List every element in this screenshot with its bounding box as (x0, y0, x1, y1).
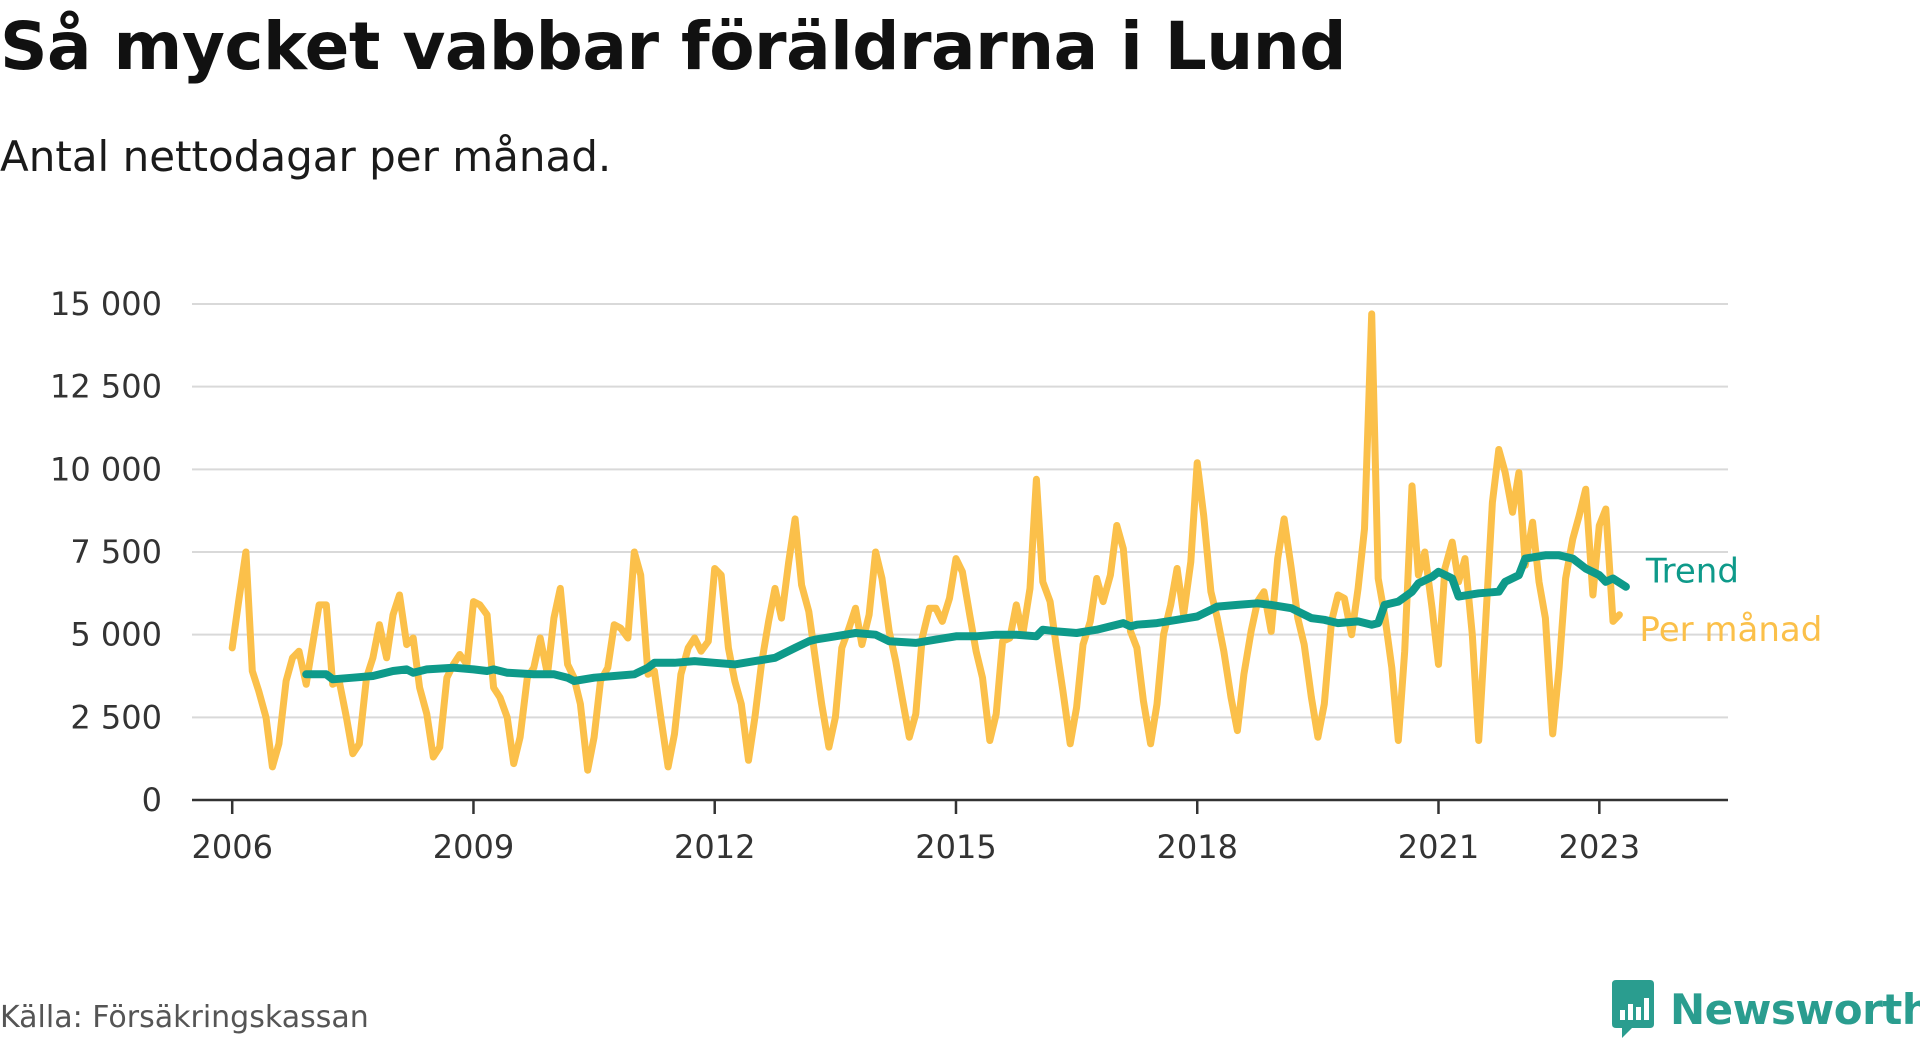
x-tick-label: 2012 (674, 828, 755, 866)
chart-subtitle: Antal nettodagar per månad. (0, 132, 612, 181)
newsworthy-logo-icon (1612, 980, 1654, 1038)
x-tick-label: 2021 (1398, 828, 1479, 866)
series-label-per-m-nad: Per månad (1639, 610, 1822, 650)
x-tick-label: 2023 (1559, 828, 1640, 866)
x-tick-label: 2018 (1157, 828, 1238, 866)
series-label-trend: Trend (1645, 552, 1739, 592)
y-tick-label: 7 500 (70, 533, 162, 571)
newsworthy-logo: Newsworthy (1610, 980, 1920, 1038)
series-line-trend (302, 551, 1630, 685)
source-note: Källa: Försäkringskassan (0, 1000, 369, 1035)
x-axis-ticks: 2006 2009 2012 2015 2018 2021 2023 (191, 800, 1640, 866)
y-tick-label: 5 000 (70, 616, 162, 654)
y-tick-label: 15 000 (50, 285, 162, 323)
y-tick-label: 12 500 (50, 368, 162, 406)
gridlines (192, 303, 1728, 719)
x-tick-label: 2009 (433, 828, 514, 866)
chart-title: Så mycket vabbar föräldrarna i Lund (0, 8, 1347, 85)
x-tick-label: 2015 (915, 828, 996, 866)
series-line-per-m-nad (228, 310, 1623, 774)
y-tick-label: 0 (142, 781, 162, 819)
series-labels: Per månad Trend (1639, 552, 1822, 650)
y-tick-label: 2 500 (70, 698, 162, 736)
y-tick-label: 10 000 (50, 450, 162, 488)
y-axis-tick-labels: 0 2 500 5 000 7 500 10 000 12 500 15 000 (50, 285, 162, 819)
x-tick-label: 2006 (191, 828, 272, 866)
newsworthy-logo-text: Newsworthy (1670, 984, 1920, 1034)
series-lines (228, 310, 1630, 774)
